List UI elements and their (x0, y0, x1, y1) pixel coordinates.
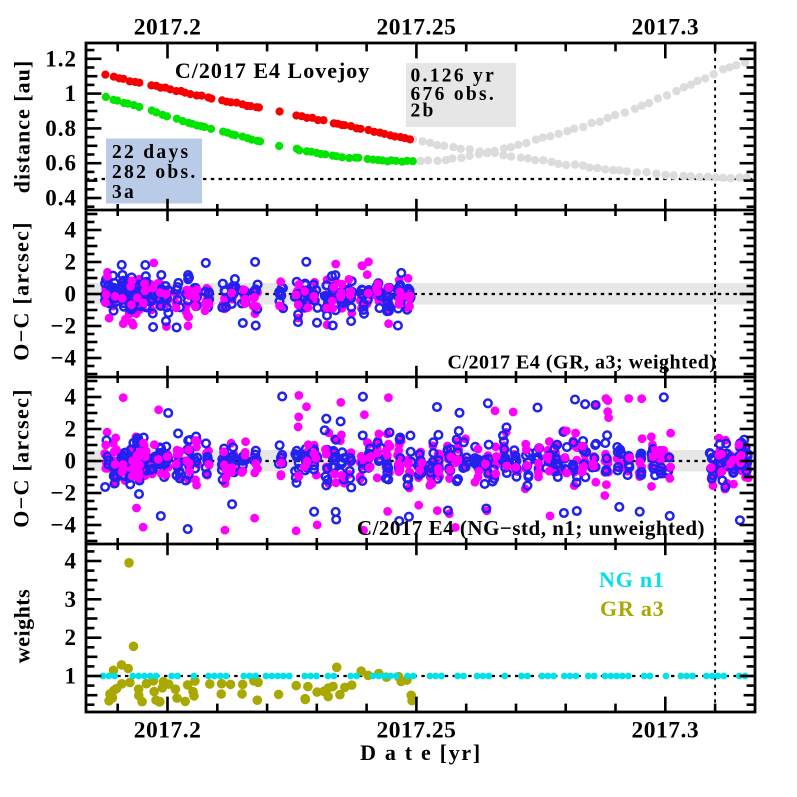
svg-text:0: 0 (65, 449, 78, 474)
svg-text:676 obs.: 676 obs. (411, 84, 497, 105)
svg-text:O−C [arcsec]: O−C [arcsec] (9, 388, 34, 528)
svg-text:NG n1: NG n1 (599, 567, 665, 592)
svg-text:0.4: 0.4 (45, 186, 77, 211)
svg-text:1.2: 1.2 (45, 46, 77, 71)
svg-text:22 days: 22 days (112, 142, 190, 163)
svg-text:2017.2: 2017.2 (134, 718, 202, 744)
svg-text:2: 2 (65, 625, 78, 650)
svg-text:3: 3 (65, 587, 78, 612)
svg-text:2017.3: 2017.3 (631, 15, 699, 41)
svg-text:2017.3: 2017.3 (631, 718, 699, 744)
svg-text:2017.25: 2017.25 (376, 15, 456, 41)
svg-text:C/2017 E4 (GR, a3; weighted): C/2017 E4 (GR, a3; weighted) (448, 352, 717, 374)
svg-text:−2: −2 (50, 314, 77, 339)
svg-text:3a: 3a (112, 182, 136, 203)
svg-text:distance [au]: distance [au] (10, 60, 35, 193)
svg-text:O−C [arcsec]: O−C [arcsec] (9, 221, 34, 361)
svg-text:0.8: 0.8 (45, 116, 77, 141)
svg-text:4: 4 (65, 385, 78, 410)
svg-text:weights: weights (10, 589, 35, 663)
svg-text:−4: −4 (50, 513, 77, 538)
svg-text:4: 4 (65, 549, 78, 574)
svg-text:GR a3: GR a3 (600, 596, 665, 621)
svg-text:0.126 yr: 0.126 yr (411, 65, 497, 86)
svg-text:282 obs.: 282 obs. (112, 162, 198, 183)
svg-text:2017.25: 2017.25 (376, 718, 456, 744)
svg-text:1: 1 (65, 81, 78, 106)
svg-text:2: 2 (65, 250, 78, 275)
svg-text:C/2017 E4 (NG−std, n1; unweigh: C/2017 E4 (NG−std, n1; unweighted) (357, 516, 705, 540)
svg-text:2017.2: 2017.2 (134, 15, 202, 41)
svg-text:0.6: 0.6 (45, 151, 77, 176)
svg-text:C/2017 E4 Lovejoy: C/2017 E4 Lovejoy (175, 58, 370, 83)
svg-text:−4: −4 (50, 346, 77, 371)
svg-text:2: 2 (65, 417, 78, 442)
svg-text:1: 1 (65, 664, 78, 689)
svg-text:−2: −2 (50, 481, 77, 506)
svg-text:2b: 2b (411, 101, 436, 122)
svg-text:D a t e [yr]: D a t e [yr] (360, 740, 482, 765)
svg-text:0: 0 (65, 282, 78, 307)
svg-text:4: 4 (65, 218, 78, 243)
